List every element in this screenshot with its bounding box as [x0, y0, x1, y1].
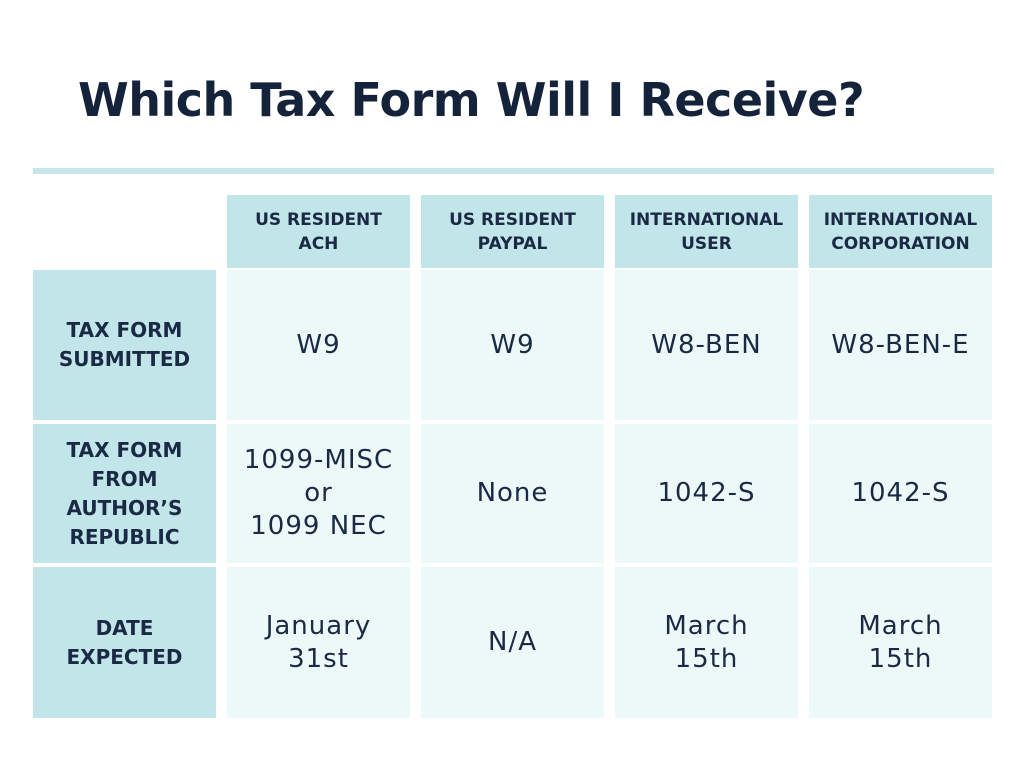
- row-header-tax-form-submitted: TAX FORM SUBMITTED: [33, 270, 216, 420]
- title-divider: [33, 168, 994, 174]
- column-header-international-user: INTERNATIONAL USER: [615, 195, 798, 268]
- table-cell: January 31st: [227, 567, 410, 718]
- row-header-tax-form-from-authors-republic: TAX FORM FROM AUTHOR’S REPUBLIC: [33, 424, 216, 563]
- page-title: Which Tax Form Will I Receive?: [78, 73, 865, 127]
- column-header-international-corporation: INTERNATIONAL CORPORATION: [809, 195, 992, 268]
- column-header-us-resident-ach: US RESIDENT ACH: [227, 195, 410, 268]
- column-header-us-resident-paypal: US RESIDENT PAYPAL: [421, 195, 604, 268]
- table-cell: 1042-S: [809, 424, 992, 563]
- table-cell: W8-BEN-E: [809, 270, 992, 420]
- table-cell: 1099-MISC or 1099 NEC: [227, 424, 410, 563]
- table-cell: None: [421, 424, 604, 563]
- table-cell: March 15th: [809, 567, 992, 718]
- table-cell: W8-BEN: [615, 270, 798, 420]
- table-cell: N/A: [421, 567, 604, 718]
- table-cell: March 15th: [615, 567, 798, 718]
- row-header-date-expected: DATE EXPECTED: [33, 567, 216, 718]
- table-cell: 1042-S: [615, 424, 798, 563]
- table-cell: W9: [227, 270, 410, 420]
- table-cell: W9: [421, 270, 604, 420]
